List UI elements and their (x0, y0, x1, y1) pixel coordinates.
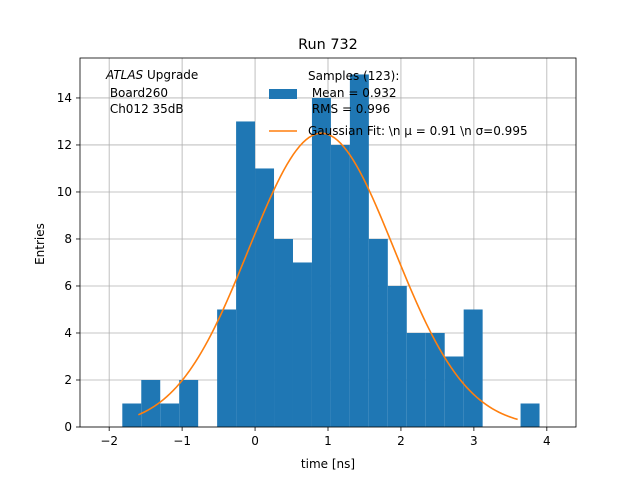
histogram-bar (444, 356, 464, 427)
legend: Samples (123): Mean = 0.932 RMS = 0.996 … (269, 69, 528, 138)
legend-samples-line-3: RMS = 0.996 (308, 102, 390, 116)
histogram-bar (463, 309, 483, 427)
x-tick-label: 2 (397, 434, 405, 448)
annotation-line-2: Board260 (106, 86, 168, 100)
atlas-annotation: ATLAS Upgrade Board260 Ch012 35dB (105, 68, 198, 116)
fit-curve-layer (138, 132, 518, 421)
histogram-bar (122, 403, 142, 427)
x-tick-label: 3 (470, 434, 478, 448)
histogram-bar (387, 285, 407, 427)
histogram-bar (406, 332, 426, 427)
legend-patch-samples (269, 89, 297, 99)
y-axis-label: Entries (33, 223, 47, 265)
x-axis-label: time [ns] (301, 457, 355, 471)
histogram-bar (141, 379, 161, 427)
y-tick-label: 12 (57, 138, 72, 152)
y-tick-label: 14 (57, 91, 72, 105)
histogram-bar (236, 121, 256, 428)
histogram-bar (217, 309, 237, 427)
gaussian-fit-curve (138, 132, 518, 421)
histogram-bar (179, 379, 199, 427)
y-tick-label: 2 (64, 373, 72, 387)
histogram-bar (160, 403, 180, 427)
histogram-bar (520, 403, 540, 427)
histogram-bar (255, 168, 275, 427)
histogram-bar (311, 97, 331, 427)
x-tick-label: 0 (251, 434, 259, 448)
annotation-line-1: ATLAS Upgrade (105, 68, 198, 82)
legend-samples-line-1: Samples (123): (308, 69, 399, 83)
histogram-bar (368, 238, 388, 427)
histogram-bars (122, 74, 540, 428)
y-tick-label: 6 (64, 279, 72, 293)
y-tick-label: 4 (64, 326, 72, 340)
y-tick-label: 0 (64, 420, 72, 434)
histogram-bar (425, 332, 445, 427)
x-tick-label: 4 (543, 434, 551, 448)
x-tick-label: −2 (100, 434, 118, 448)
y-tick-label: 10 (57, 185, 72, 199)
legend-fit-label: Gaussian Fit: \n μ = 0.91 \n σ=0.995 (308, 124, 528, 138)
annotation-line-3: Ch012 35dB (106, 102, 184, 116)
x-tick-label: 1 (324, 434, 332, 448)
histogram-bar (292, 262, 312, 427)
histogram-bar (274, 238, 293, 427)
histogram-bar (330, 144, 350, 427)
x-tick-label: −1 (173, 434, 191, 448)
chart-title: Run 732 (298, 37, 358, 53)
y-tick-label: 8 (64, 232, 72, 246)
legend-samples-line-2: Mean = 0.932 (308, 86, 397, 100)
